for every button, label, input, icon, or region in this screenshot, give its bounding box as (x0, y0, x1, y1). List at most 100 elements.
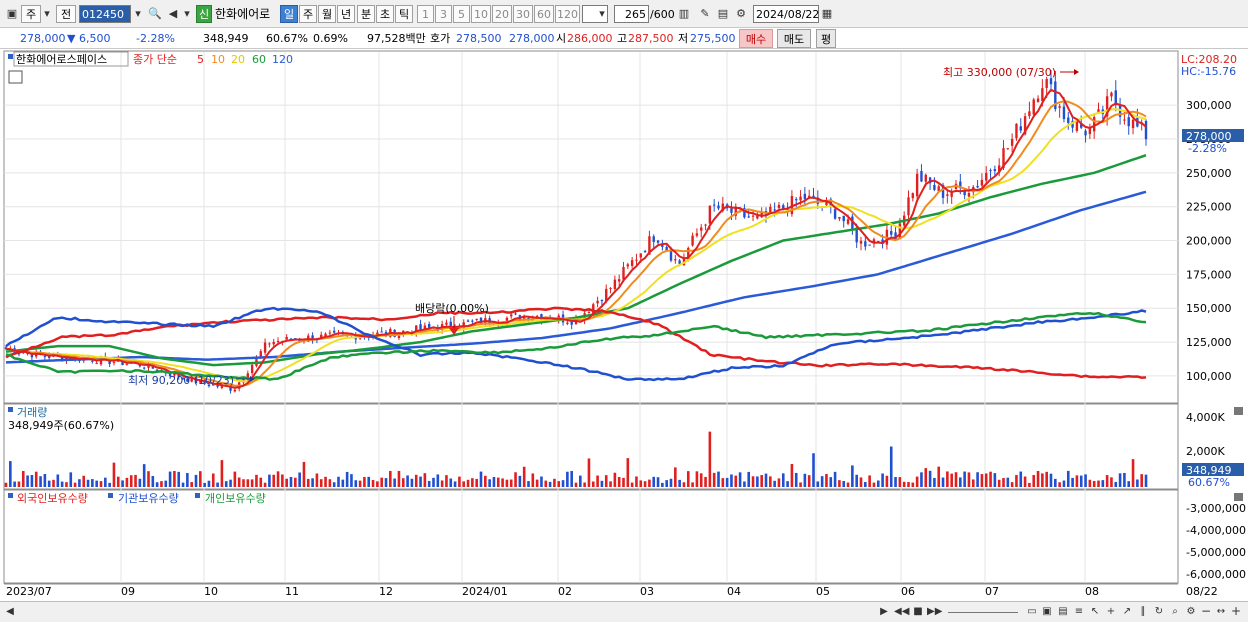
volume-bar (954, 472, 958, 487)
speaker-icon[interactable]: ◀ (168, 7, 178, 20)
volume-bar (635, 476, 638, 487)
interval-30-button[interactable]: 30 (513, 5, 533, 23)
ma60-line (5, 154, 1147, 367)
sell-button[interactable]: 매도 (777, 29, 811, 48)
mode-secondary-button[interactable]: 전 (56, 5, 76, 23)
candle-type-icon[interactable]: ▥ (678, 7, 690, 20)
zoom-slider[interactable] (948, 604, 1018, 613)
panel-close-icon[interactable] (1234, 407, 1243, 415)
settings-icon[interactable]: ⚙ (1186, 606, 1196, 617)
candle-body (825, 202, 828, 206)
hold-tick-5m: -5,000,000 (1186, 546, 1246, 559)
volume-bar (453, 481, 457, 487)
print-icon[interactable]: ▤ (1058, 606, 1068, 617)
save-icon[interactable]: ▤ (717, 7, 729, 20)
chart-menu-icon[interactable]: ▣ (6, 7, 18, 20)
candle-body (639, 253, 642, 258)
interval-3-button[interactable]: 3 (435, 5, 452, 23)
fast-forward-icon[interactable]: ▶▶ (927, 606, 943, 617)
stock-title-box[interactable] (13, 51, 129, 67)
volume-bar (889, 446, 893, 487)
volume-bar (116, 476, 120, 487)
period-second-tab[interactable]: 초 (376, 5, 394, 23)
draw-tool-icon[interactable]: ✎ (700, 7, 710, 20)
candle-body (142, 367, 146, 369)
volume-bar (553, 478, 556, 487)
buy-button[interactable]: 매수 (739, 29, 773, 48)
stock-chart[interactable]: 한화에어로스페이스 종가 단순 5 10 20 60 120 LC:208.20… (0, 49, 1248, 601)
scroll-right-icon[interactable]: ▶ (880, 606, 888, 617)
zoom-in-icon[interactable]: + (1230, 604, 1242, 618)
calendar-icon[interactable]: ▦ (821, 7, 833, 20)
zoom-reset-icon[interactable]: ↔ (1216, 606, 1226, 617)
volume-bar (993, 473, 997, 487)
interval-20-button[interactable]: 20 (492, 5, 512, 23)
rewind-icon[interactable]: ◀◀ (894, 606, 910, 617)
high-price: 287,500 (628, 32, 674, 45)
zoom-out-icon[interactable]: − (1200, 604, 1212, 618)
search-icon[interactable]: 🔍 (148, 7, 162, 20)
arrow-right-icon (250, 376, 255, 382)
channel-icon[interactable]: ∥ (1140, 606, 1146, 617)
chevron-down-icon[interactable]: ▾ (599, 7, 605, 20)
refresh-icon[interactable]: ↻ (1154, 606, 1164, 617)
x-label-05: 05 (816, 585, 830, 598)
date-input[interactable]: 2024/08/22 (753, 5, 819, 23)
chevron-down-icon[interactable]: ▾ (44, 7, 50, 20)
period-tick-tab[interactable]: 틱 (395, 5, 413, 23)
volume-bar (699, 473, 703, 487)
mode-primary-select[interactable]: 주 (21, 5, 41, 23)
volume-bar (989, 471, 992, 487)
cursor-icon[interactable]: ↖ (1090, 606, 1100, 617)
candle-body (466, 320, 470, 322)
individual-holding-label: 개인보유수량 (205, 492, 266, 505)
gear-icon[interactable]: ⚙ (736, 7, 746, 20)
interval-60-button[interactable]: 60 (534, 5, 554, 23)
period-minute-tab[interactable]: 분 (357, 5, 375, 23)
list-icon[interactable]: ≡ (1074, 606, 1084, 617)
chart-scrollbar[interactable]: ◀ ▶ ◀◀ ■ ▶▶ ▭ ▣ ▤ ≡ ↖ + ↗ ∥ ↻ ⌕ ⚙ − ↔ + (0, 601, 1248, 622)
candle-body (695, 233, 699, 236)
period-week-tab[interactable]: 주 (299, 5, 317, 23)
volume-bar (855, 474, 858, 487)
interval-custom-input[interactable] (582, 5, 608, 23)
crosshair-icon[interactable]: + (1106, 606, 1116, 617)
candle-body (700, 227, 703, 231)
candle-body (790, 196, 794, 215)
volume-bar (134, 474, 137, 487)
volume-bar (376, 481, 379, 487)
period-month-tab[interactable]: 월 (318, 5, 336, 23)
trend-icon[interactable]: ↗ (1122, 606, 1132, 617)
interval-10-button[interactable]: 10 (471, 5, 491, 23)
high-annotation: 최고 330,000 (07/30) (943, 66, 1056, 79)
volume-bar (514, 472, 517, 487)
interval-5-button[interactable]: 5 (453, 5, 470, 23)
volume-bar (924, 468, 928, 487)
volume-bar (436, 474, 440, 487)
eval-button[interactable]: 평 (816, 29, 836, 48)
panel-close-icon[interactable] (1234, 493, 1243, 501)
quote-bar: 278,000 ▼ 6,500 -2.28% 348,949 60.67% 0.… (0, 28, 1248, 49)
volume-bar (155, 482, 159, 487)
panel-icon[interactable]: ▣ (1042, 606, 1052, 617)
candle-body (851, 216, 854, 230)
count-input[interactable]: 265 (614, 5, 649, 23)
candle-body (475, 318, 478, 320)
period-day-tab[interactable]: 일 (280, 5, 298, 23)
layout-icon[interactable]: ▭ (1027, 606, 1037, 617)
interval-1-button[interactable]: 1 (417, 5, 434, 23)
interval-120-button[interactable]: 120 (555, 5, 580, 23)
candle-body (985, 172, 988, 181)
stock-code-input[interactable]: 012450 (79, 5, 131, 23)
scroll-left-icon[interactable]: ◀ (6, 606, 14, 617)
low-label: 저 (678, 32, 689, 45)
period-year-tab[interactable]: 년 (337, 5, 355, 23)
chevron-down-icon[interactable]: ▾ (184, 7, 190, 20)
chevron-down-icon[interactable]: ▾ (135, 7, 141, 20)
x-label-08-22: 08/22 (1186, 585, 1218, 598)
stop-icon[interactable]: ■ (913, 606, 923, 617)
magnify-icon[interactable]: ⌕ (1172, 606, 1178, 617)
grid-toggle-icon[interactable] (8, 70, 23, 84)
candle-body (993, 169, 997, 172)
volume-bar (294, 477, 297, 487)
